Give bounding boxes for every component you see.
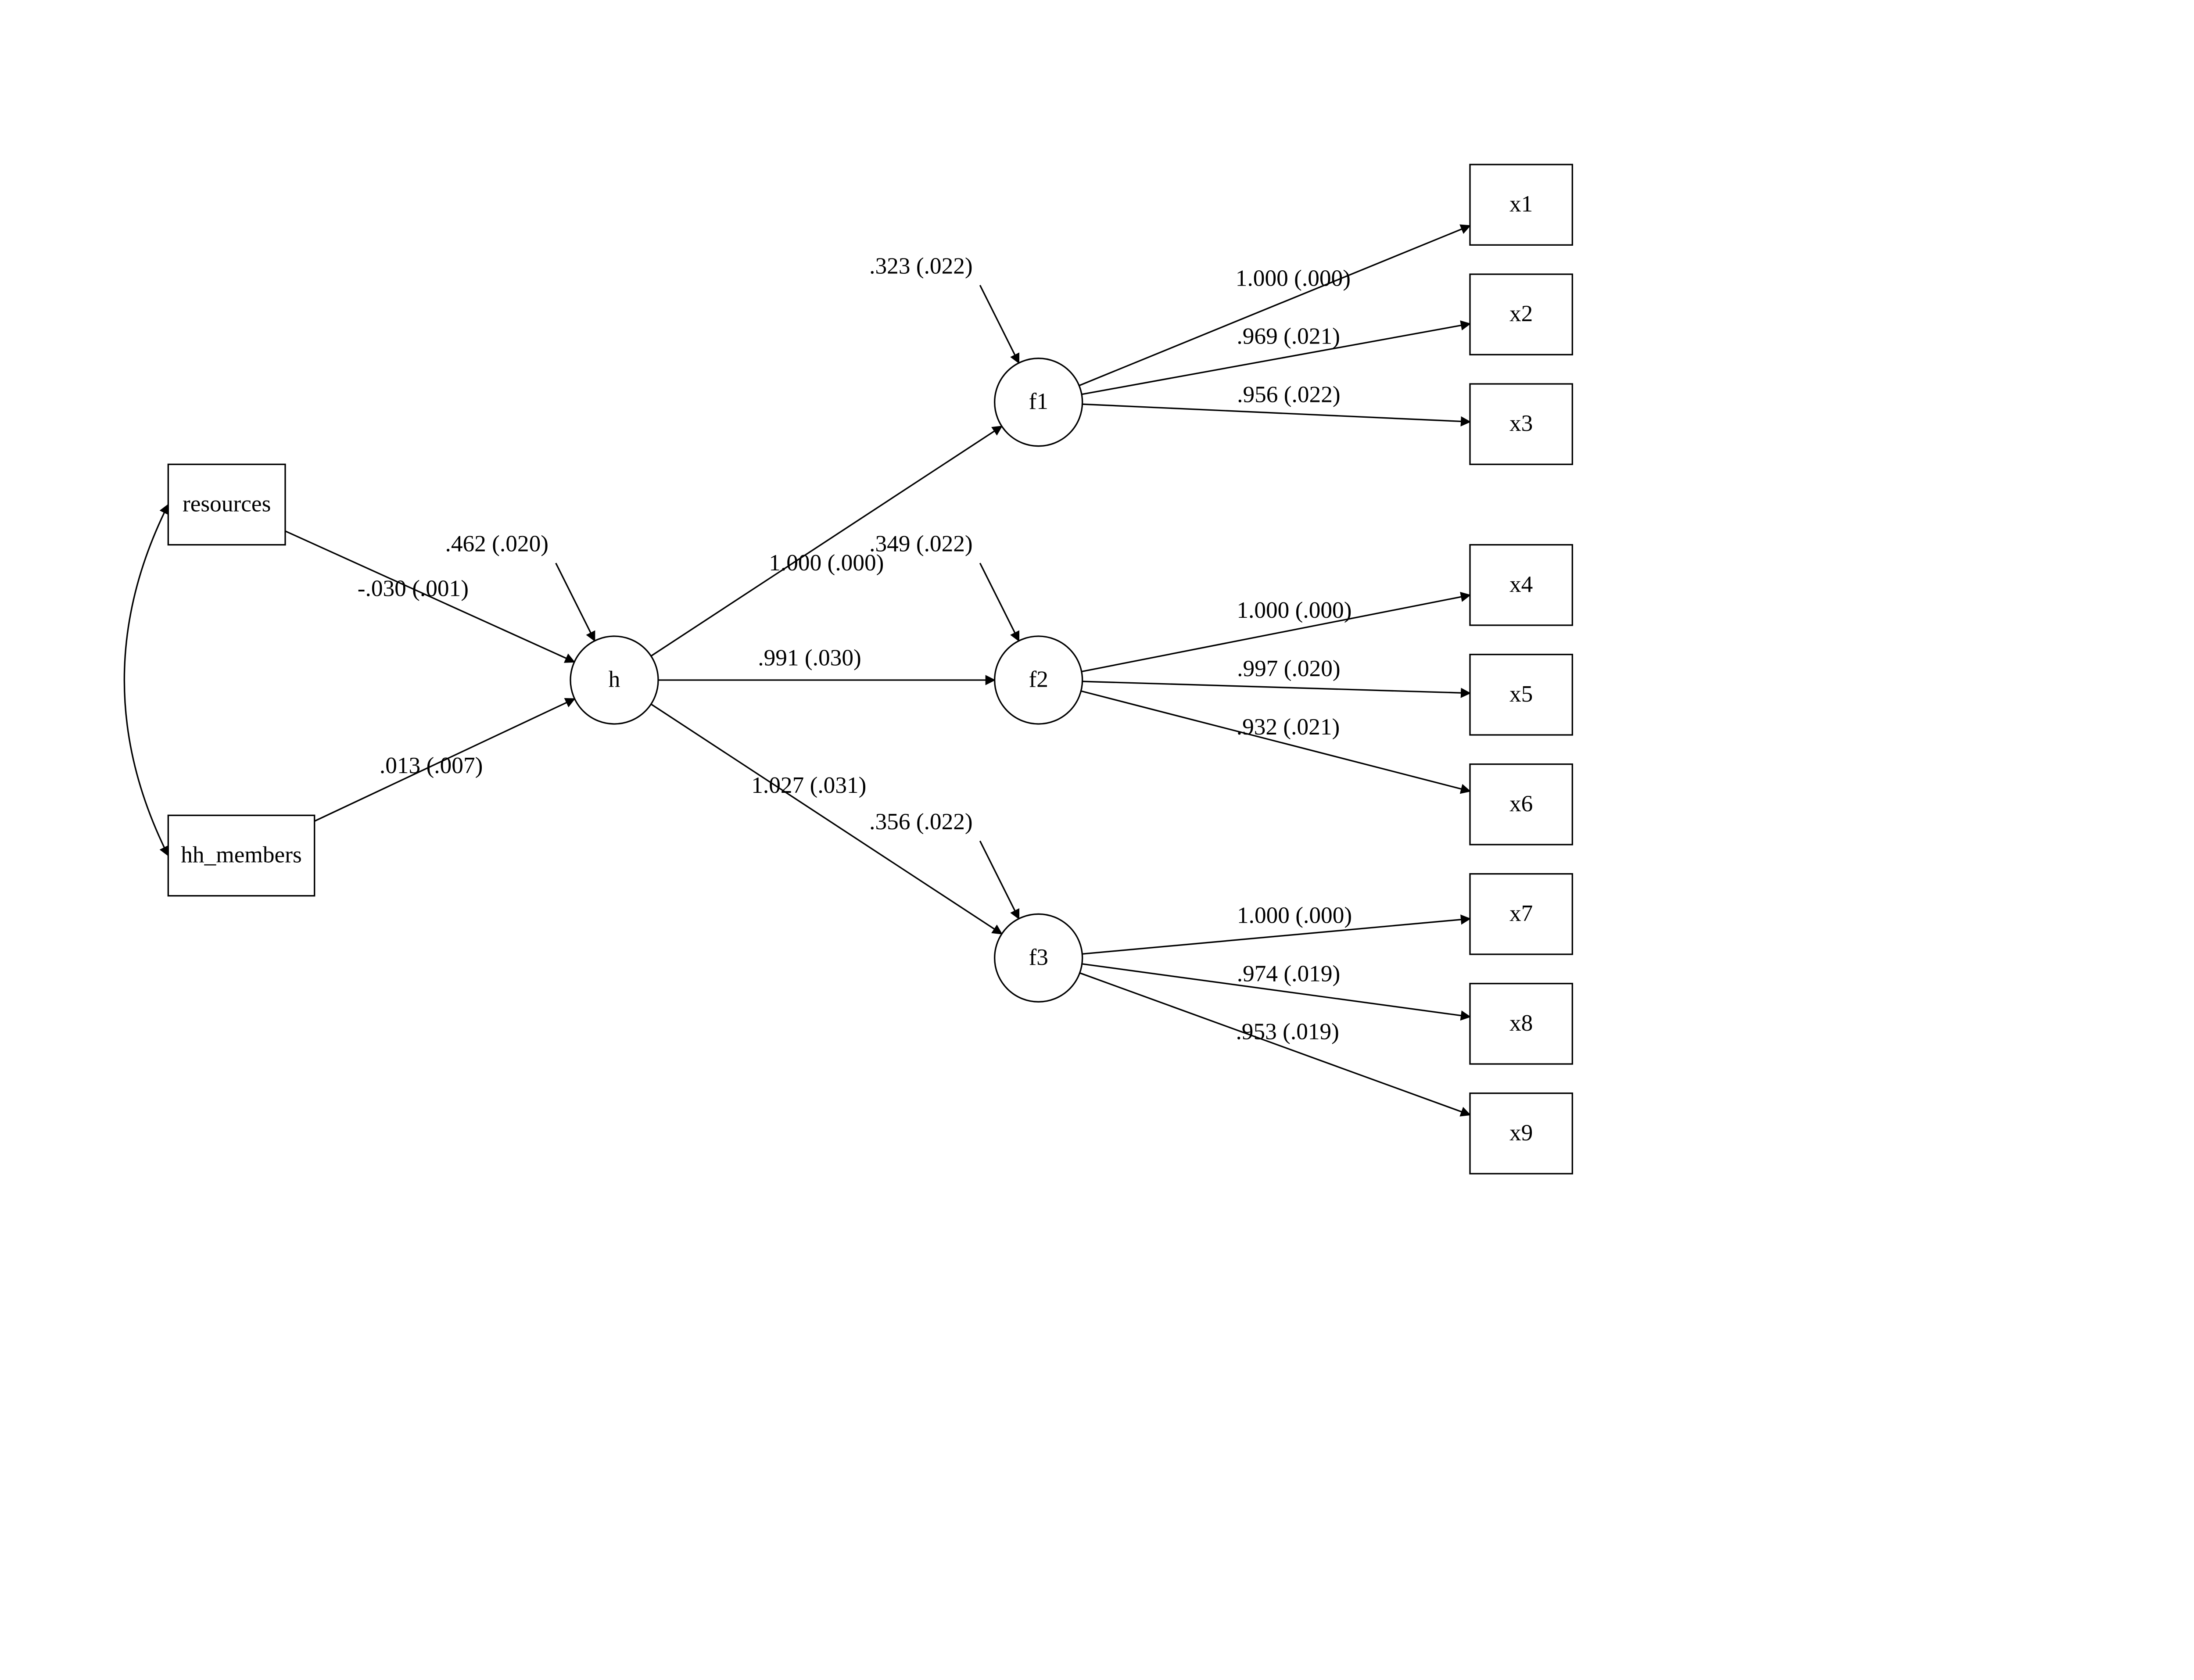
node-label-x8: x8: [1509, 1010, 1533, 1036]
residual-arrow-f1: [980, 285, 1019, 363]
residual-label-f2: .349 (.022): [869, 530, 973, 557]
node-label-hh_members: hh_members: [181, 842, 301, 868]
node-label-h: h: [609, 666, 620, 692]
edge-label-f3-x7: 1.000 (.000): [1237, 902, 1352, 928]
edge-label-h-f1: 1.000 (.000): [769, 549, 884, 576]
node-label-x4: x4: [1509, 571, 1533, 597]
residual-arrow-f2: [980, 563, 1019, 641]
edge-label-f2-x6: .932 (.021): [1237, 713, 1340, 740]
node-label-x9: x9: [1509, 1119, 1533, 1146]
residual-arrow-h: [556, 563, 595, 641]
residual-arrow-f3: [980, 841, 1019, 919]
edge-label-f1-x3: .956 (.022): [1237, 381, 1341, 408]
node-label-f3: f3: [1029, 944, 1048, 970]
node-label-f1: f1: [1029, 388, 1048, 414]
edge-label-f3-x9: .953 (.019): [1236, 1018, 1339, 1045]
edge-label-h-f2: .991 (.030): [758, 645, 861, 671]
edge-label-f1-x1: 1.000 (.000): [1236, 265, 1351, 291]
edge-f1-x1: [1079, 226, 1470, 385]
node-label-f2: f2: [1029, 666, 1048, 692]
edge-label-f3-x8: .974 (.019): [1237, 960, 1341, 986]
node-label-x6: x6: [1509, 790, 1533, 817]
node-label-x3: x3: [1509, 410, 1533, 436]
edge-label-h-f3: 1.027 (.031): [751, 772, 866, 798]
node-label-x5: x5: [1509, 681, 1533, 707]
node-label-x7: x7: [1509, 900, 1533, 926]
edge-label-hh_members-h: .013 (.007): [380, 752, 483, 778]
node-label-x1: x1: [1509, 190, 1533, 217]
edge-label-resources-h: -.030 (.001): [358, 575, 469, 601]
edge-label-f1-x2: .969 (.021): [1237, 323, 1340, 349]
node-label-resources: resources: [183, 491, 271, 517]
residual-label-f3: .356 (.022): [869, 808, 973, 835]
node-label-x2: x2: [1509, 300, 1533, 326]
edge-label-f2-x4: 1.000 (.000): [1237, 597, 1352, 623]
edge-f2-x5: [1083, 681, 1470, 693]
residual-label-h: .462 (.020): [445, 530, 549, 557]
edge-f2-x6: [1081, 691, 1470, 791]
edge-label-f2-x5: .997 (.020): [1237, 655, 1341, 681]
residual-label-f1: .323 (.022): [869, 252, 973, 279]
covariance-resources-hh_members: [124, 505, 168, 856]
sem-diagram: resources hh_members h f1 f2 f3 x1 x2 x3 x4 x5 x6 x7…: [0, 0, 2194, 1243]
